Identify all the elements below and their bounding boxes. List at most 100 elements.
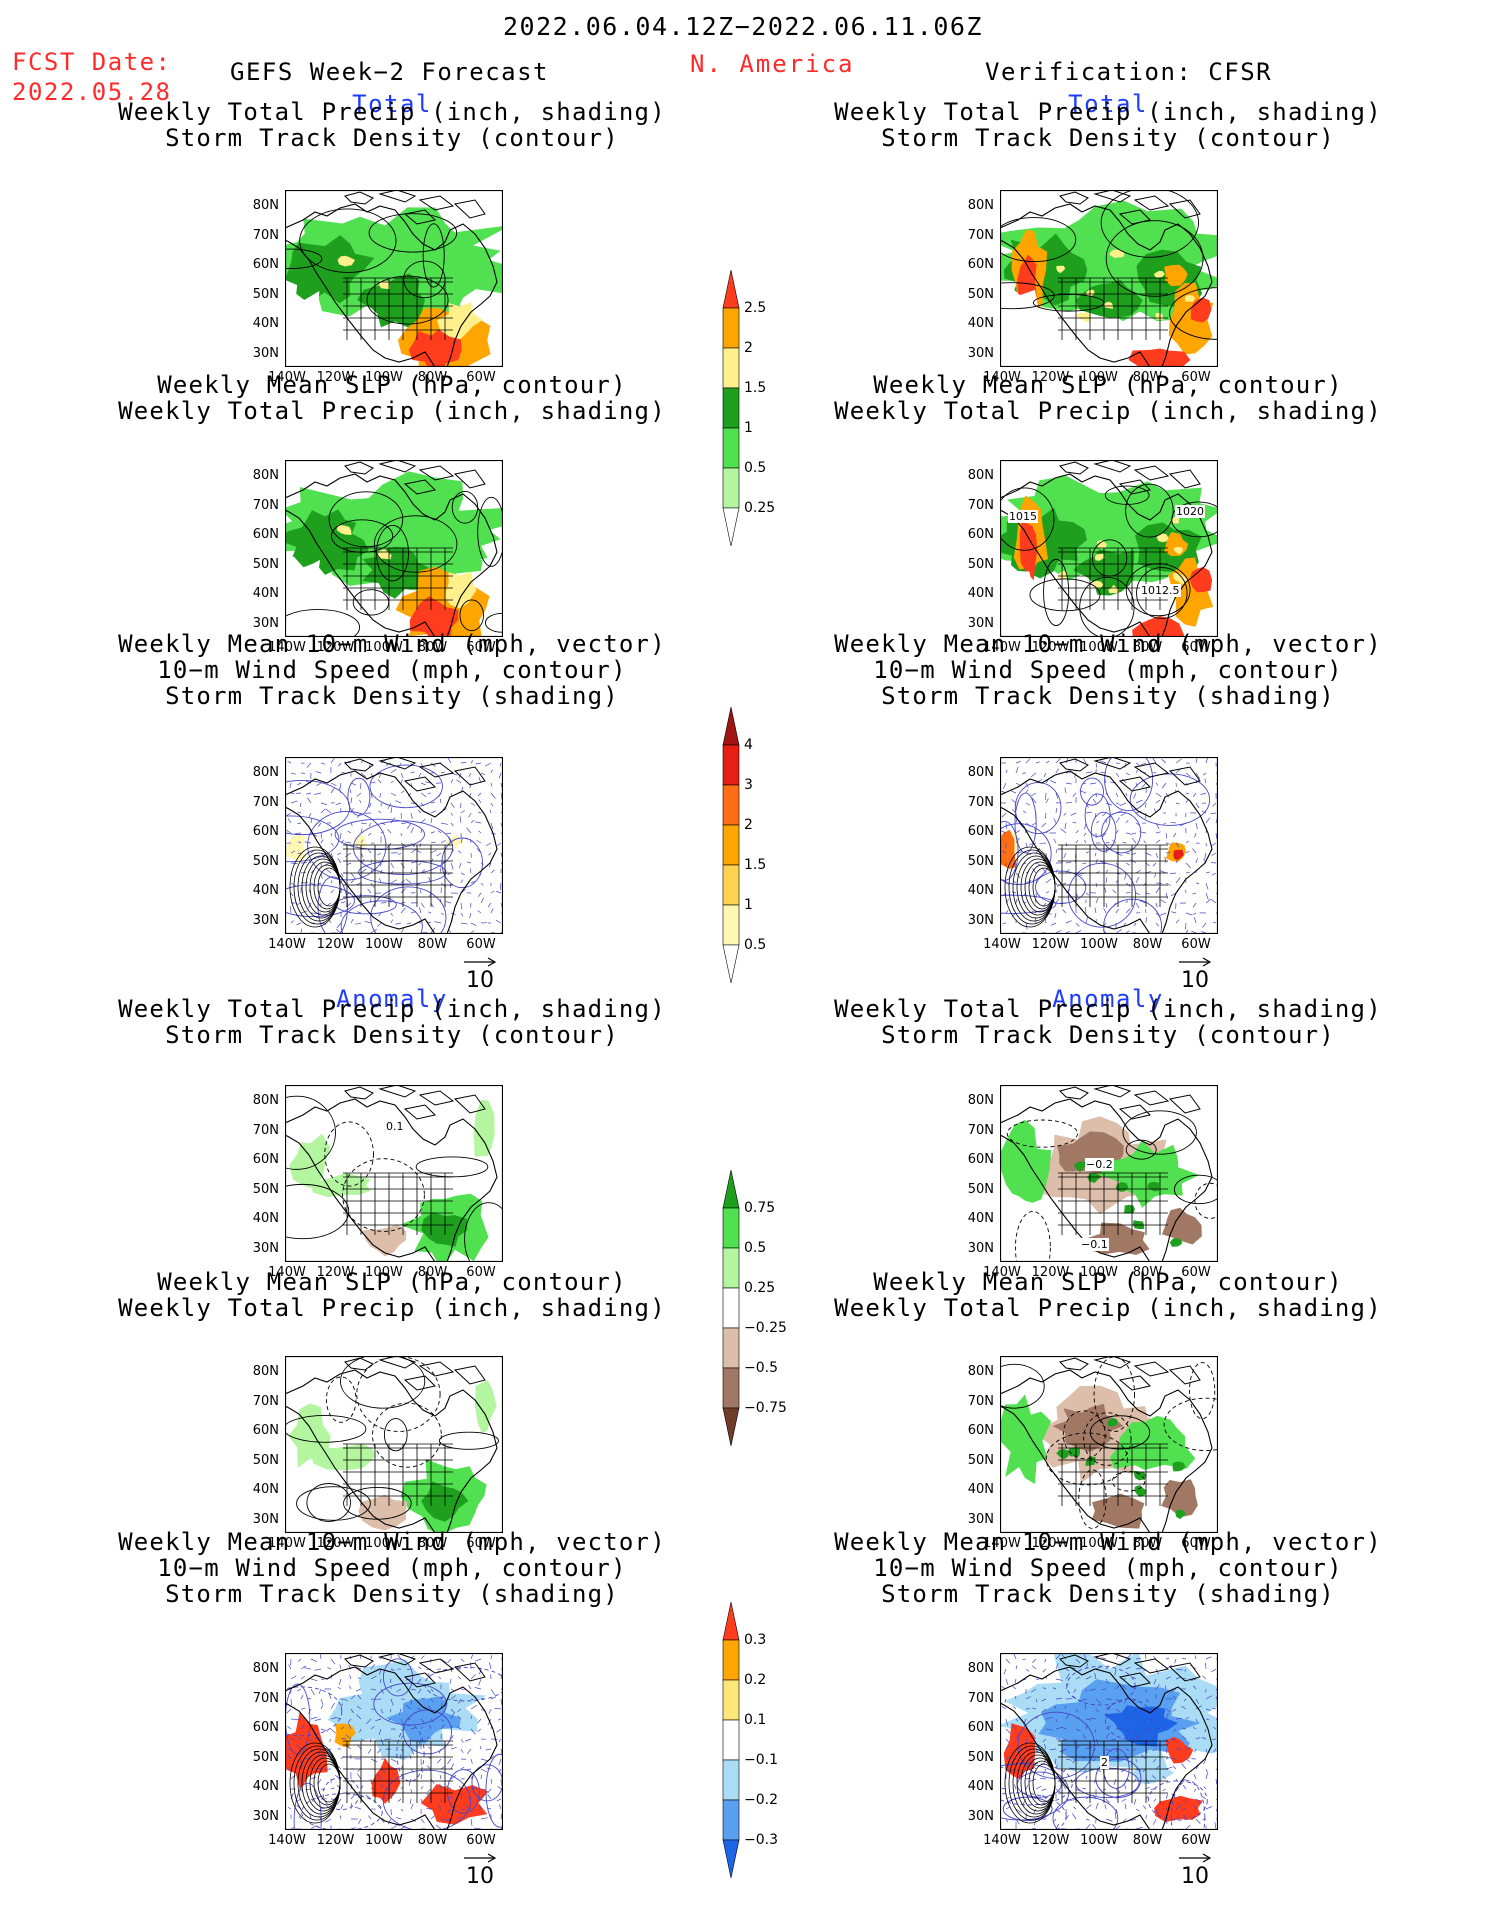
lat-tick-label: 50N [967,1749,994,1765]
lon-tick-label: 140W [268,937,306,952]
panel-title-line: 10−m Wind Speed (mph, contour) [873,1554,1343,1582]
panel-title-line: Storm Track Density (contour) [881,124,1335,152]
lon-tick-label: 120W [1031,1536,1070,1551]
lat-tick-label: 60N [967,257,994,272]
colorbar-tick-label: 2.5 [744,300,767,316]
lat-tick-label: 50N [252,1749,279,1765]
lon-tick-label: 60W [1181,1265,1211,1280]
lon-tick-label: 140W [983,640,1021,655]
fcst-date-value: 2022.05.28 [12,78,172,106]
contour-label: −0.1 [1080,1238,1109,1251]
lat-tick-label: 60N [252,257,279,272]
lat-tick-label: 40N [967,1482,994,1497]
panel-title-line: Weekly Mean 10−m Wind (mph, vector) [118,630,666,658]
lat-tick-label: 30N [967,1511,994,1527]
lon-tick-label: 140W [268,640,306,655]
lon-tick-label: 100W [1080,937,1118,952]
lon-tick-label: 140W [268,1265,306,1280]
colorbar-tick-label: −0.2 [744,1792,778,1808]
panel-title-line: 10−m Wind Speed (mph, contour) [873,656,1343,684]
panel-title-line: Weekly Total Precip (inch, shading) [834,1294,1382,1322]
lon-tick-label: 80W [417,1833,448,1848]
lon-tick-label: 100W [1080,1265,1118,1280]
lat-tick-label: 70N [967,227,994,243]
lon-tick-label: 120W [1031,1265,1070,1280]
lon-tick-label: 80W [1132,1265,1163,1280]
lat-tick-label: 60N [967,1720,994,1735]
lon-tick-label: 140W [983,1536,1021,1551]
vector-reference-label: 10 [466,1864,494,1889]
lat-tick-label: 70N [967,794,994,810]
forecast-map-slp_anom [285,1356,503,1533]
lat-tick-label: 30N [252,912,279,928]
lat-tick-label: 40N [252,1211,279,1226]
lon-tick-label: 100W [365,937,403,952]
lat-tick-label: 40N [252,883,279,898]
colorbar-tick-label: −0.3 [744,1832,778,1848]
colorbar-total_storm [722,705,740,991]
lat-tick-label: 40N [967,1779,994,1794]
lat-tick-label: 80N [967,1364,994,1379]
lon-tick-label: 60W [466,1833,496,1848]
colorbar-tick-label: 1 [744,420,753,436]
vector-reference: 10 [1175,956,1215,993]
lat-tick-label: 40N [252,1482,279,1497]
lon-tick-label: 100W [365,1833,403,1848]
lat-tick-label: 60N [967,1152,994,1167]
colorbar-tick-label: 0.5 [744,1240,767,1256]
lon-tick-label: 100W [365,640,403,655]
lat-tick-label: 50N [252,1452,279,1468]
lat-tick-label: 30N [252,615,279,631]
lon-tick-label: 140W [983,1265,1021,1280]
panel-title-line: Weekly Total Precip (inch, shading) [118,397,666,425]
lon-tick-label: 80W [417,937,448,952]
lat-tick-label: 30N [252,1240,279,1256]
panel-title-line: Weekly Mean SLP (hPa, contour) [157,1268,627,1296]
lon-tick-label: 60W [466,640,496,655]
lat-tick-label: 60N [967,824,994,839]
panel-title-line: Storm Track Density (shading) [165,682,619,710]
colorbar-tick-label: 2 [744,340,753,356]
lon-tick-label: 80W [417,1265,448,1280]
vector-reference-label: 10 [466,968,494,993]
lat-tick-label: 30N [967,912,994,928]
lon-tick-label: 80W [417,640,448,655]
lon-tick-label: 60W [1181,370,1211,385]
region-title: N. America [690,50,855,78]
colorbar-tick-label: 0.3 [744,1632,767,1648]
lat-tick-label: 80N [252,1093,279,1108]
lon-tick-label: 60W [1181,1536,1211,1551]
lon-tick-label: 100W [365,370,403,385]
lon-tick-label: 80W [1132,1833,1163,1848]
colorbar-tick-label: −0.1 [744,1752,778,1768]
colorbar-tick-label: 2 [744,817,753,833]
verification-map-precip_total [1000,190,1218,367]
panel-title-line: Weekly Total Precip (inch, shading) [118,1294,666,1322]
lat-tick-label: 70N [252,497,279,513]
colorbar-total_precip [722,268,740,554]
panel-title-line: 10−m Wind Speed (mph, contour) [157,1554,627,1582]
section-anomaly-left: Anomaly [336,985,448,1013]
lat-tick-label: 70N [967,1122,994,1138]
section-total-right: Total [1068,90,1148,118]
panel-title-line: Weekly Mean 10−m Wind (mph, vector) [834,1528,1382,1556]
lat-tick-label: 30N [967,345,994,361]
colorbar-tick-label: 0.2 [744,1672,767,1688]
lat-tick-label: 40N [252,586,279,601]
date-range-title: 2022.06.04.12Z−2022.06.11.06Z [503,12,983,41]
lat-tick-label: 70N [967,1690,994,1706]
lat-tick-label: 40N [252,1779,279,1794]
panel-title-line: Weekly Total Precip (inch, shading) [834,995,1382,1023]
lat-tick-label: 70N [967,497,994,513]
lon-tick-label: 100W [1080,640,1118,655]
lon-tick-label: 120W [316,1265,355,1280]
colorbar-tick-label: 0.5 [744,937,767,953]
forecast-map-wind_anom [285,1653,503,1830]
lat-tick-label: 80N [967,198,994,213]
lat-tick-label: 80N [967,1093,994,1108]
reference-arrow-icon [1179,1853,1212,1863]
lat-tick-label: 70N [252,1122,279,1138]
lat-tick-label: 30N [967,1808,994,1824]
lat-tick-label: 30N [252,1808,279,1824]
lat-tick-label: 60N [252,527,279,542]
